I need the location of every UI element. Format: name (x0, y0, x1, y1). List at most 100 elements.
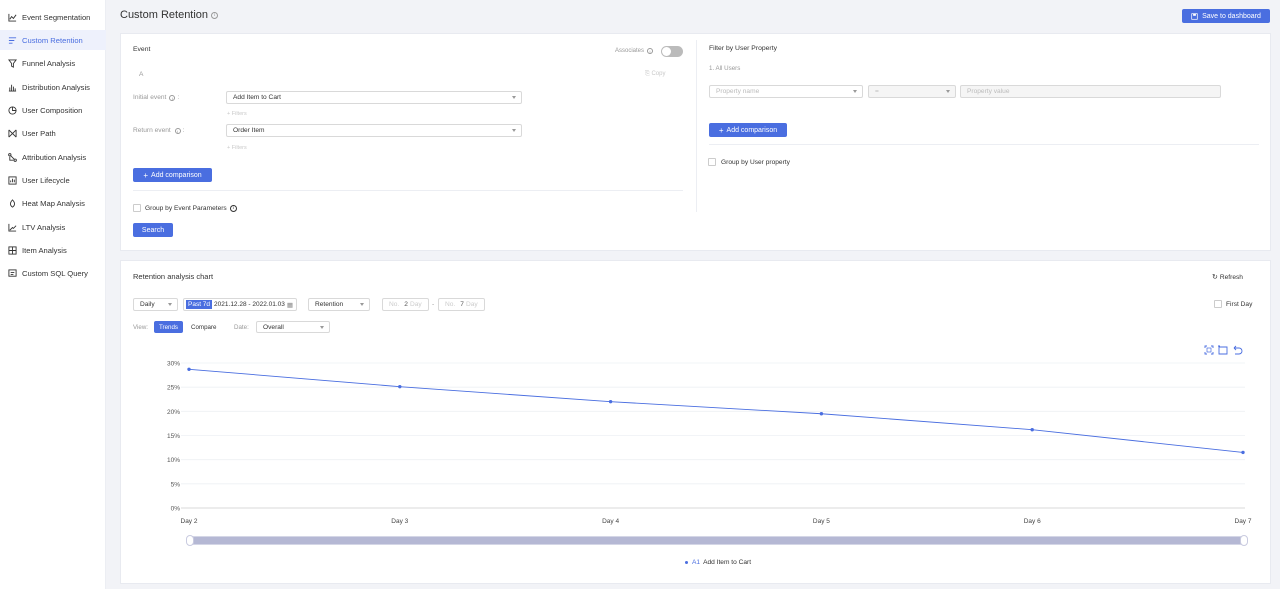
initial-event-select[interactable]: Add Item to Cart (226, 91, 522, 104)
return-event-select[interactable]: Order Item (226, 124, 522, 137)
event-panel-title: Event (133, 46, 151, 53)
sidebar-item-event-segmentation[interactable]: Event Segmentation (0, 7, 106, 27)
info-icon[interactable]: i (647, 48, 654, 54)
sidebar-item-label: Custom Retention (22, 35, 83, 45)
sidebar-item-user-lifecycle[interactable]: User Lifecycle (0, 170, 106, 190)
sidebar-item-custom-retention[interactable]: Custom Retention (0, 30, 106, 50)
property-name-select[interactable]: Property name (709, 85, 863, 98)
sidebar-item-heat-map-analysis[interactable]: Heat Map Analysis (0, 193, 106, 213)
filter-panel-title: Filter by User Property (709, 45, 777, 52)
item-icon (8, 245, 17, 255)
sidebar-item-label: Item Analysis (22, 245, 67, 255)
operator-select[interactable]: = (868, 85, 956, 98)
datazoom-left-handle[interactable] (186, 535, 194, 546)
y-tick-label: 0% (171, 506, 181, 513)
sidebar-item-item-analysis[interactable]: Item Analysis (0, 240, 106, 260)
initial-event-text: Initial event (133, 94, 167, 101)
metric-select[interactable]: Retention (308, 298, 370, 311)
data-point (819, 412, 824, 416)
sidebar-item-ltv-analysis[interactable]: LTV Analysis (0, 217, 106, 237)
group-by-event-text: Group by Event Parameters (145, 205, 227, 212)
zoom-area-icon[interactable] (1204, 345, 1214, 355)
group-by-event-parameters-label: Group by Event Parameters i (145, 205, 237, 212)
data-point (1241, 450, 1245, 455)
day-from-input[interactable]: No. 2 Day (382, 298, 429, 311)
chevron-down-icon (512, 96, 516, 99)
refresh-button[interactable]: ↻ Refresh (1212, 273, 1243, 282)
sidebar-item-attribution-analysis[interactable]: Attribution Analysis (0, 147, 106, 167)
attribution-icon (8, 152, 17, 162)
page-title-text: Custom Retention (120, 9, 209, 21)
search-button-label: Search (141, 226, 165, 234)
colon: : (177, 94, 180, 101)
operator-value: = (875, 88, 879, 95)
first-day-label: First Day (1226, 301, 1253, 308)
day-to-input[interactable]: No. 7 Day (438, 298, 485, 311)
plus-icon: + (143, 170, 149, 180)
x-tick-label: Day 5 (813, 518, 830, 525)
info-icon[interactable]: i (174, 127, 181, 134)
add-user-comparison-button[interactable]: + Add comparison (709, 123, 787, 137)
sidebar-item-user-composition[interactable]: User Composition (0, 100, 106, 120)
sidebar-item-user-path[interactable]: User Path (0, 123, 106, 143)
associates-toggle[interactable] (661, 46, 683, 57)
chevron-down-icon (512, 129, 516, 132)
sql-icon (8, 268, 17, 277)
chevron-down-icon (853, 90, 857, 93)
first-day-checkbox[interactable] (1214, 300, 1222, 308)
return-event-filter-link[interactable]: + Filters (227, 145, 247, 151)
datazoom-right-handle[interactable] (1240, 535, 1248, 546)
pie-icon (8, 105, 17, 115)
distribution-icon (8, 84, 17, 92)
add-comparison-label: Add comparison (726, 126, 778, 134)
lifecycle-icon (8, 175, 17, 185)
chart-legend[interactable]: A1 Add Item to Cart (685, 559, 751, 566)
granularity-select[interactable]: Daily (133, 298, 178, 311)
search-button[interactable]: Search (133, 223, 173, 237)
y-tick-label: 15% (167, 433, 180, 440)
funnel-icon (8, 58, 17, 68)
group-by-user-property-checkbox[interactable] (708, 158, 716, 166)
y-tick-label: 5% (171, 481, 181, 488)
info-icon[interactable]: i (169, 94, 176, 101)
datazoom-slider[interactable] (190, 536, 1245, 545)
copy-label: Copy (651, 71, 666, 77)
group-by-event-parameters-checkbox[interactable] (133, 204, 141, 212)
retention-icon (8, 36, 17, 44)
property-value-input[interactable]: Property value (960, 85, 1221, 98)
y-tick-label: 30% (167, 361, 180, 368)
y-tick-label: 20% (167, 409, 180, 416)
x-tick-label: Day 3 (391, 518, 408, 525)
legend-series-label: Add Item to Cart (703, 559, 752, 566)
info-icon[interactable]: i (211, 11, 219, 19)
info-icon[interactable]: i (229, 205, 237, 212)
date-range-picker[interactable]: Past 7d 2021.12.28 - 2022.01.03 ▦ (183, 298, 297, 311)
zoom-reset-icon[interactable] (1218, 345, 1228, 355)
tab-compare[interactable]: Compare (191, 324, 217, 331)
day-unit: Day (409, 301, 422, 308)
sidebar-item-distribution-analysis[interactable]: Distribution Analysis (0, 77, 106, 97)
copy-button[interactable]: ⎘ Copy (645, 71, 665, 78)
day-from-value: 2 (404, 301, 408, 308)
chevron-down-icon (360, 303, 364, 306)
range-dash: - (432, 301, 435, 308)
initial-event-filter-link[interactable]: + Filters (227, 111, 247, 117)
save-icon (1191, 12, 1198, 20)
sidebar-item-custom-sql-query[interactable]: Custom SQL Query (0, 263, 106, 283)
date-select[interactable]: Overall (256, 321, 330, 333)
add-comparison-button[interactable]: + Add comparison (133, 168, 212, 182)
save-to-dashboard-button[interactable]: Save to dashboard (1182, 9, 1270, 23)
sidebar-item-label: Funnel Analysis (22, 58, 76, 68)
line-chart-icon (8, 13, 17, 22)
colon: : (182, 127, 185, 134)
tab-trends[interactable]: Trends (154, 321, 183, 333)
sidebar-item-label: LTV Analysis (22, 222, 66, 232)
x-tick-label: Day 6 (1024, 518, 1041, 525)
panel-separator (696, 40, 697, 212)
restore-icon[interactable] (1233, 345, 1243, 355)
property-value-placeholder: Property value (967, 88, 1010, 95)
y-tick-label: 25% (167, 385, 180, 392)
sidebar-item-funnel-analysis[interactable]: Funnel Analysis (0, 53, 106, 73)
page-title: Custom Retention i (120, 9, 219, 21)
legend-marker-label: A1 (692, 559, 701, 566)
